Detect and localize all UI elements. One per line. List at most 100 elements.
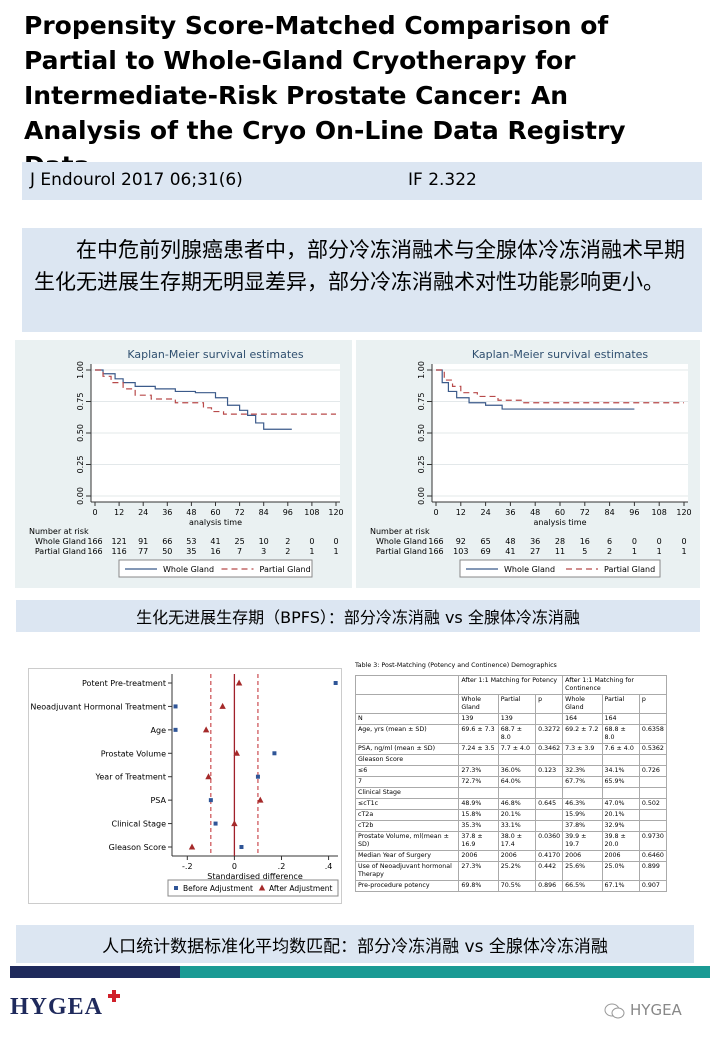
x-tick-label: 72 [235,508,245,517]
table-cell [535,754,564,766]
table-cell: 0.442 [535,861,564,881]
table-cell: 0.3462 [535,743,564,755]
table-cell: 69.8% [458,880,499,892]
table-cell [354,675,460,695]
table-cell: 15.9% [562,809,603,821]
risk-row-name: Whole Gland [35,537,86,546]
table-cell: 33.1% [497,820,537,832]
table-cell: 69.6 ± 7.3 [458,724,499,744]
x-tick-label: 36 [505,508,515,517]
table-cell: 0.4170 [535,850,564,862]
risk-count: 25 [235,537,245,546]
marker-triangle [202,726,210,733]
table-cell: Partial [497,694,537,714]
table-cell: 39.9 ± 19.7 [562,831,603,851]
km-chart: Kaplan-Meier survival estimates 0.00 0.25 0… [15,340,352,588]
wechat-icon [604,1003,625,1019]
legend-box [167,879,339,897]
table-row: 7 72.7% 64.0% 67.7% 65.9% [354,776,668,788]
table-cell [535,820,564,832]
marker-triangle [258,884,266,891]
risk-title: Number at risk [370,527,430,536]
watermark: HYGEA [630,1001,682,1019]
table-row: cT2b 35.3% 33.1% 37.8% 32.9% [354,820,668,832]
risk-count: 7 [237,547,242,556]
table-cell: 67.1% [601,880,640,892]
risk-count: 116 [111,547,126,556]
table-cell [497,787,537,799]
y-tick-label: 1.00 [417,361,426,379]
table-cell [354,694,460,714]
risk-count: 77 [138,547,148,556]
table-cell: 69.2 ± 7.2 [562,724,603,744]
table-cell: Median Year of Surgery [354,850,460,862]
table-cell: Age, yrs (mean ± SD) [354,724,460,744]
risk-count: 0 [333,537,338,546]
table-cell: 46.8% [497,798,537,810]
survival-curve [95,369,336,415]
risk-count: 36 [530,537,540,546]
table-cell: After 1:1 Matching for Potency [458,675,564,695]
category-label: Clinical Stage [111,820,166,829]
risk-count: 92 [456,537,466,546]
table-title: Table 3: Post-Matching (Potency and Cont… [355,662,557,669]
table-cell: 32.3% [562,765,603,777]
logo-cross [108,990,120,1002]
table: After 1:1 Matching for Potency After 1:1 … [354,675,668,892]
table-cell: Clinical Stage [354,787,460,799]
x-tick-label: 120 [676,508,691,517]
table-cell: 0.0360 [535,831,564,851]
risk-count: 91 [138,537,148,546]
table-cell [535,776,564,788]
marker-square [272,751,277,756]
marker-triangle [233,749,240,756]
x-axis-label: analysis time [533,518,586,527]
y-tick-label: 0.75 [76,393,85,411]
x-tick-label: -.2 [182,862,193,871]
y-tick-label: 1.00 [76,361,85,379]
table-cell: 68.7 ± 8.0 [497,724,537,744]
risk-count: 103 [453,547,468,556]
table-cell [601,754,640,766]
table-cell [535,787,564,799]
risk-count: 48 [505,537,515,546]
risk-count: 3 [261,547,266,556]
risk-count: 0 [309,537,314,546]
table-cell: 46.3% [562,798,603,810]
table-row: N 139 139 164 164 [354,713,668,725]
risk-count: 69 [481,547,491,556]
table-cell: 37.8 ± 16.9 [458,831,499,851]
risk-count: 1 [333,547,338,556]
table-row: Use of Neoadjuvant hormonal Therapy 27.3%… [354,861,668,881]
risk-count: 0 [681,537,686,546]
table-cell [638,713,668,725]
risk-count: 166 [428,547,443,556]
table-cell: 7.6 ± 4.0 [601,743,640,755]
table-cell: 67.7% [562,776,603,788]
x-tick-label: 12 [456,508,466,517]
table-cell: 2006 [497,850,537,862]
table-cell: Whole Gland [458,694,499,714]
x-tick-label: 84 [605,508,615,517]
table-row: Prostate Volume, ml(mean ± SD) 37.8 ± 16.… [354,831,668,851]
risk-count: 10 [259,537,269,546]
table-cell: 25.2% [497,861,537,881]
risk-count: 1 [657,547,662,556]
x-tick-label: 72 [580,508,590,517]
y-tick-label: 0.50 [417,424,426,442]
risk-count: 53 [186,537,196,546]
survival-curve [436,369,635,410]
table-cell [638,787,668,799]
risk-count: 0 [657,537,662,546]
table-cell: 25.0% [601,861,640,881]
table-cell: 164 [601,713,640,725]
legend-label: Partial Gland [604,565,655,574]
x-tick-label: 108 [652,508,667,517]
table-cell: 20.1% [601,809,640,821]
legend-label: After Adjustment [269,884,333,893]
x-tick-label: 60 [210,508,220,517]
table-cell: Partial [601,694,640,714]
journal: J Endourol 2017 06;31(6) [30,170,243,190]
table-cell: 27.3% [458,861,499,881]
